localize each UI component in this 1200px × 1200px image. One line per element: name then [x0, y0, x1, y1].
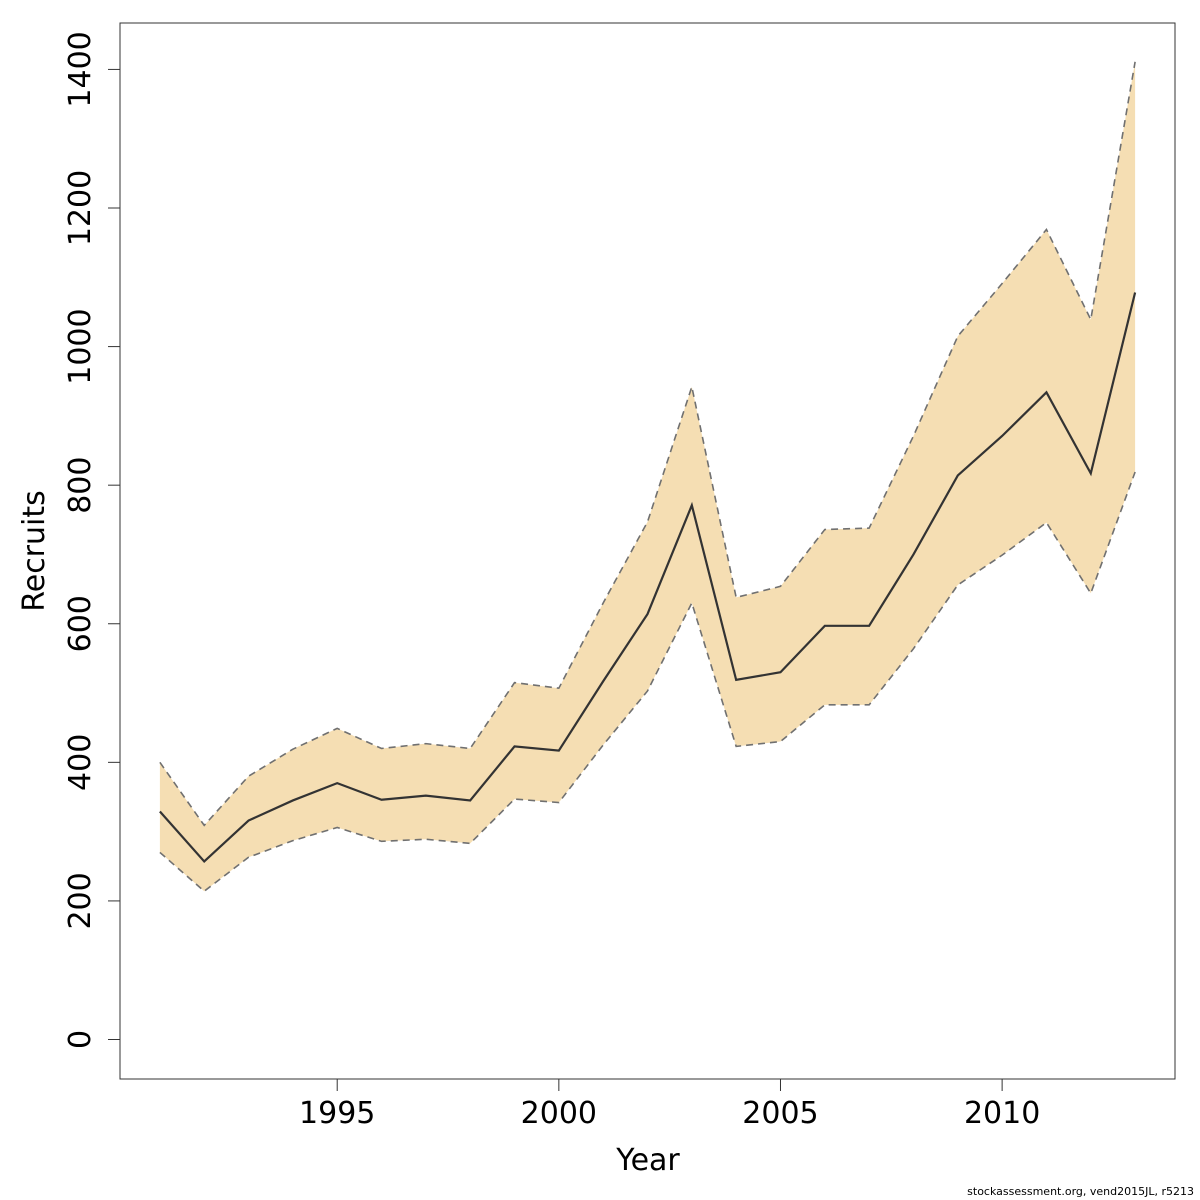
y-tick-label: 800: [63, 457, 98, 514]
x-tick-label: 2005: [742, 1096, 818, 1131]
y-tick-label: 600: [63, 595, 98, 652]
confidence-band: [159, 61, 1136, 892]
series-line-layer: [159, 61, 1137, 893]
y-tick-label: 400: [63, 734, 98, 791]
y-tick-label: 200: [63, 872, 98, 929]
y-tick-label: 1200: [63, 170, 98, 246]
recruits-estimate-line: [159, 292, 1137, 863]
x-axis-title: Year: [615, 1143, 680, 1178]
x-axis: 1995 2000 2005 2010: [299, 1078, 1040, 1131]
y-axis-title: Recruits: [17, 490, 52, 612]
y-tick-label: 1400: [63, 31, 98, 107]
y-axis: 0 200 400 600 800 1000 1200 1400: [63, 31, 121, 1049]
footer-credit: stockassessment.org, vend2015JL, r5213: [967, 1185, 1194, 1198]
x-tick-label: 2000: [521, 1096, 597, 1131]
x-tick-label: 1995: [299, 1096, 375, 1131]
y-tick-label: 0: [63, 1030, 98, 1049]
lower-bound-line: [159, 471, 1136, 893]
y-tick-label: 1000: [63, 308, 98, 384]
confidence-band-layer: [159, 61, 1136, 892]
x-tick-label: 2010: [964, 1096, 1040, 1131]
